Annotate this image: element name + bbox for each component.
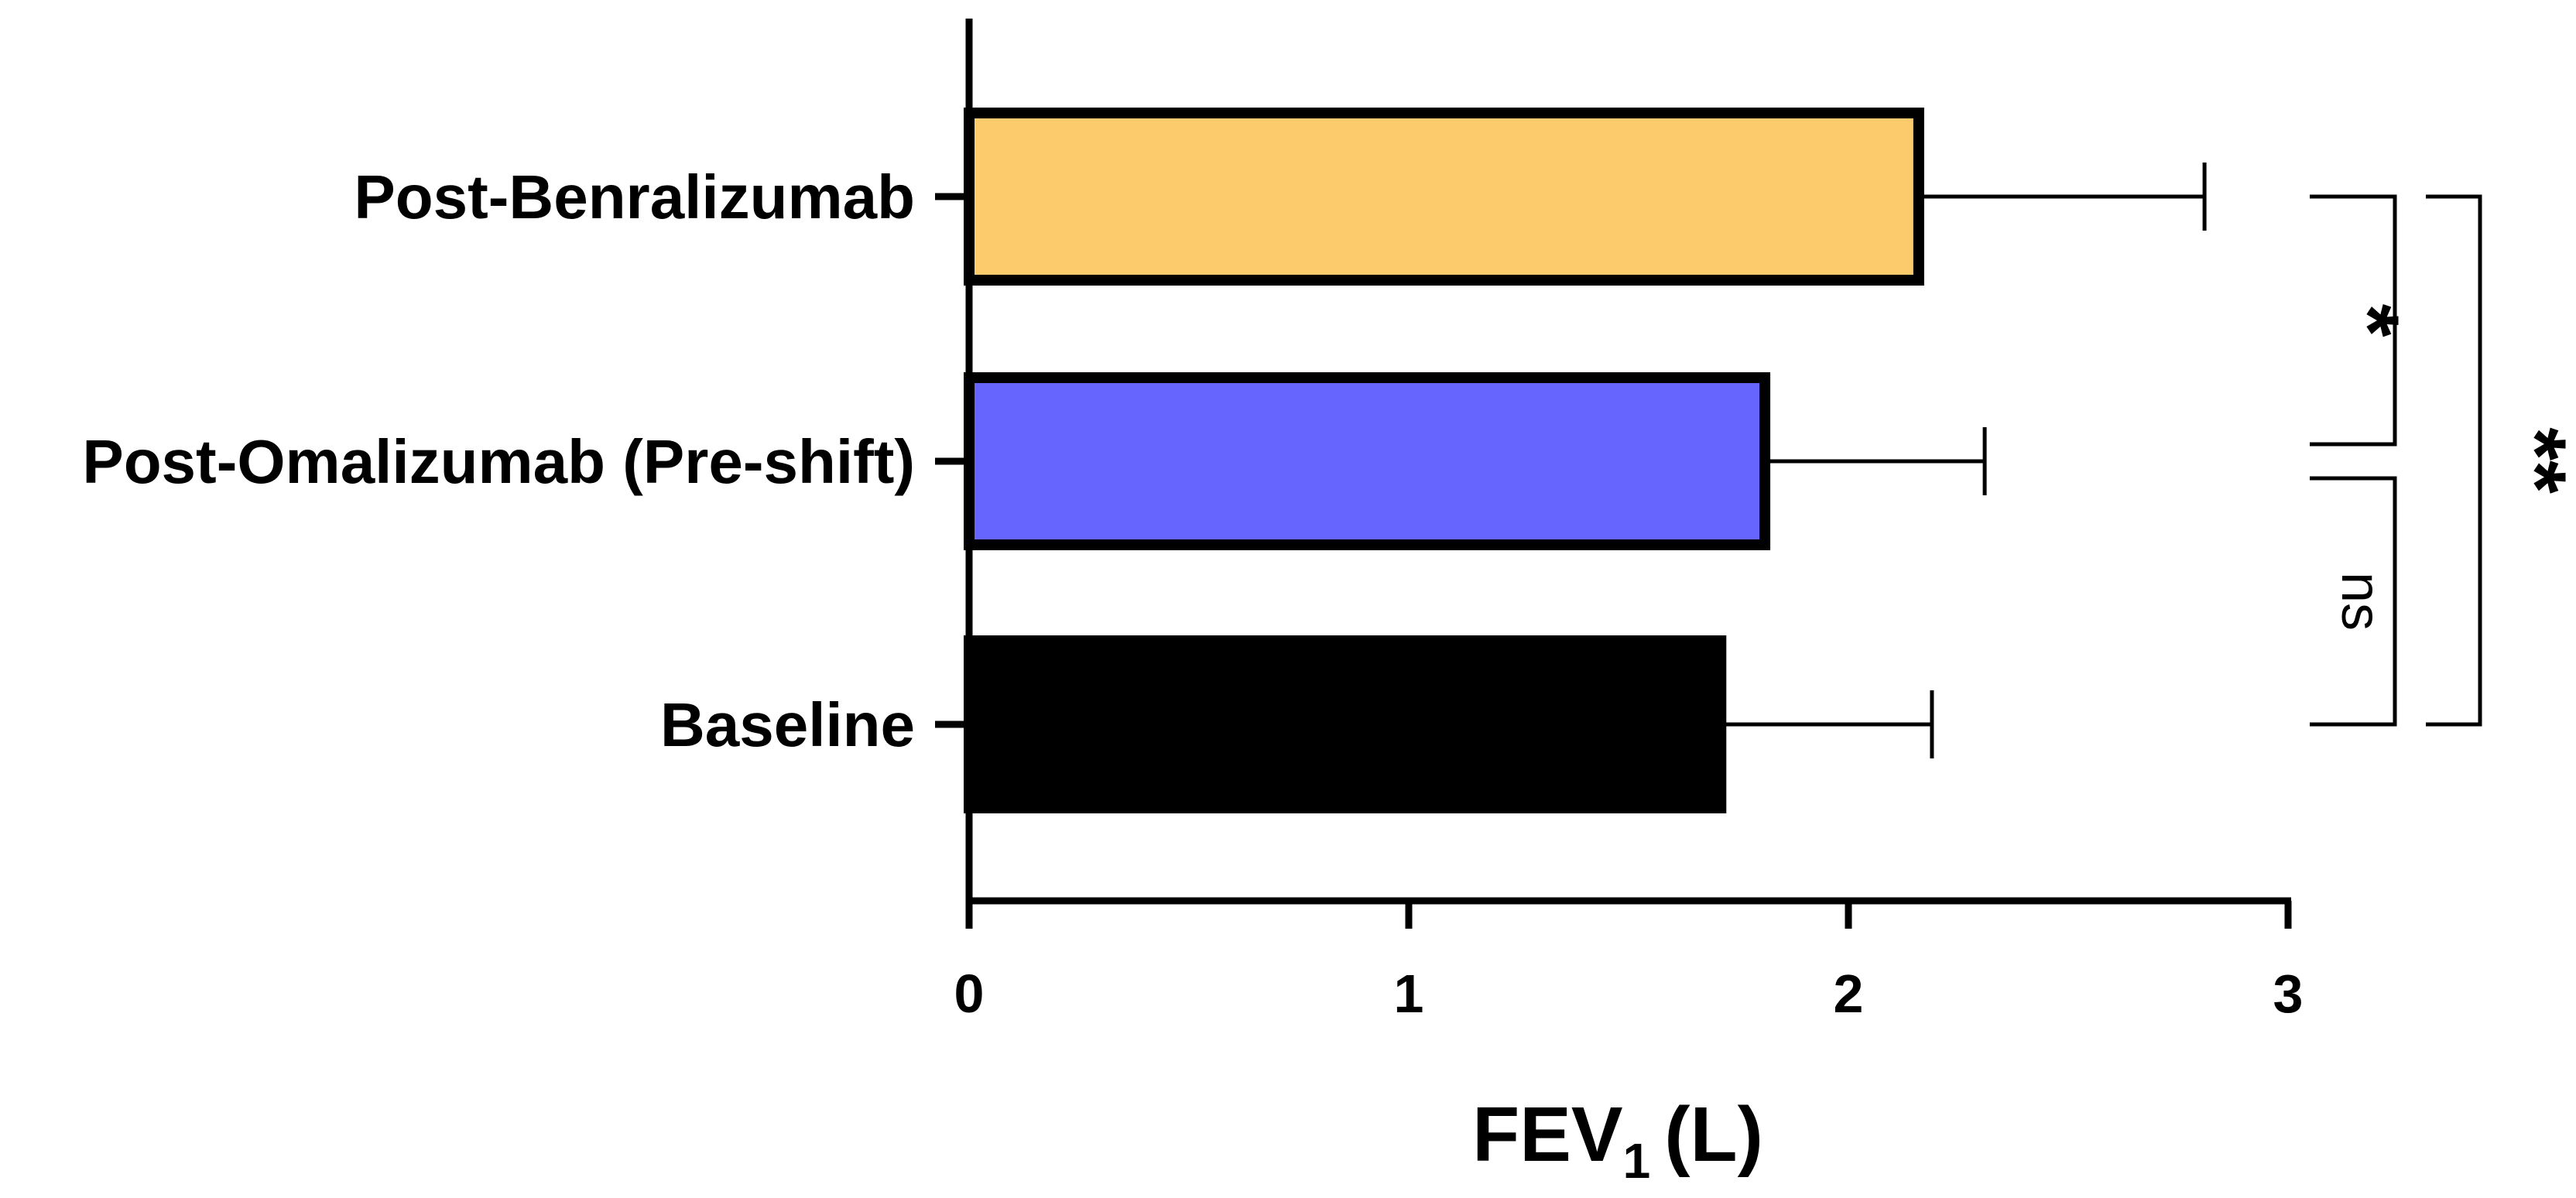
significance-label: ns (2330, 572, 2392, 631)
category-label: Post-Omalizumab (Pre-shift) (82, 427, 915, 496)
x-axis-title-unit: (L) (1664, 1091, 1763, 1178)
significance-bracket (2310, 476, 2397, 727)
category-label: Baseline (660, 690, 915, 759)
x-axis-title: FEV1 (L) (1472, 1091, 1763, 1189)
significance-brackets: * ns ** (2310, 194, 2576, 727)
x-axis-title-main: FEV (1472, 1091, 1623, 1178)
x-tick-label: 2 (1834, 964, 1864, 1024)
category-labels: Post-Benralizumab Post-Omalizumab (Pre-sh… (82, 163, 969, 759)
significance-label: * (2321, 304, 2417, 337)
error-bars (1721, 163, 2207, 758)
category-label: Post-Benralizumab (354, 163, 915, 231)
x-tick-label: 1 (1394, 964, 1424, 1024)
bar (964, 372, 1771, 550)
significance-bracket (2426, 194, 2482, 727)
significance-label: ** (2489, 427, 2576, 494)
x-ticks: 0 1 2 3 (954, 901, 2304, 1024)
x-tick-label: 0 (954, 964, 985, 1024)
x-tick-label: 3 (2273, 964, 2304, 1024)
bar (964, 635, 1727, 813)
bar (964, 108, 1924, 286)
significance-bracket (2310, 194, 2397, 447)
x-axis-title-subscript: 1 (1623, 1133, 1651, 1189)
